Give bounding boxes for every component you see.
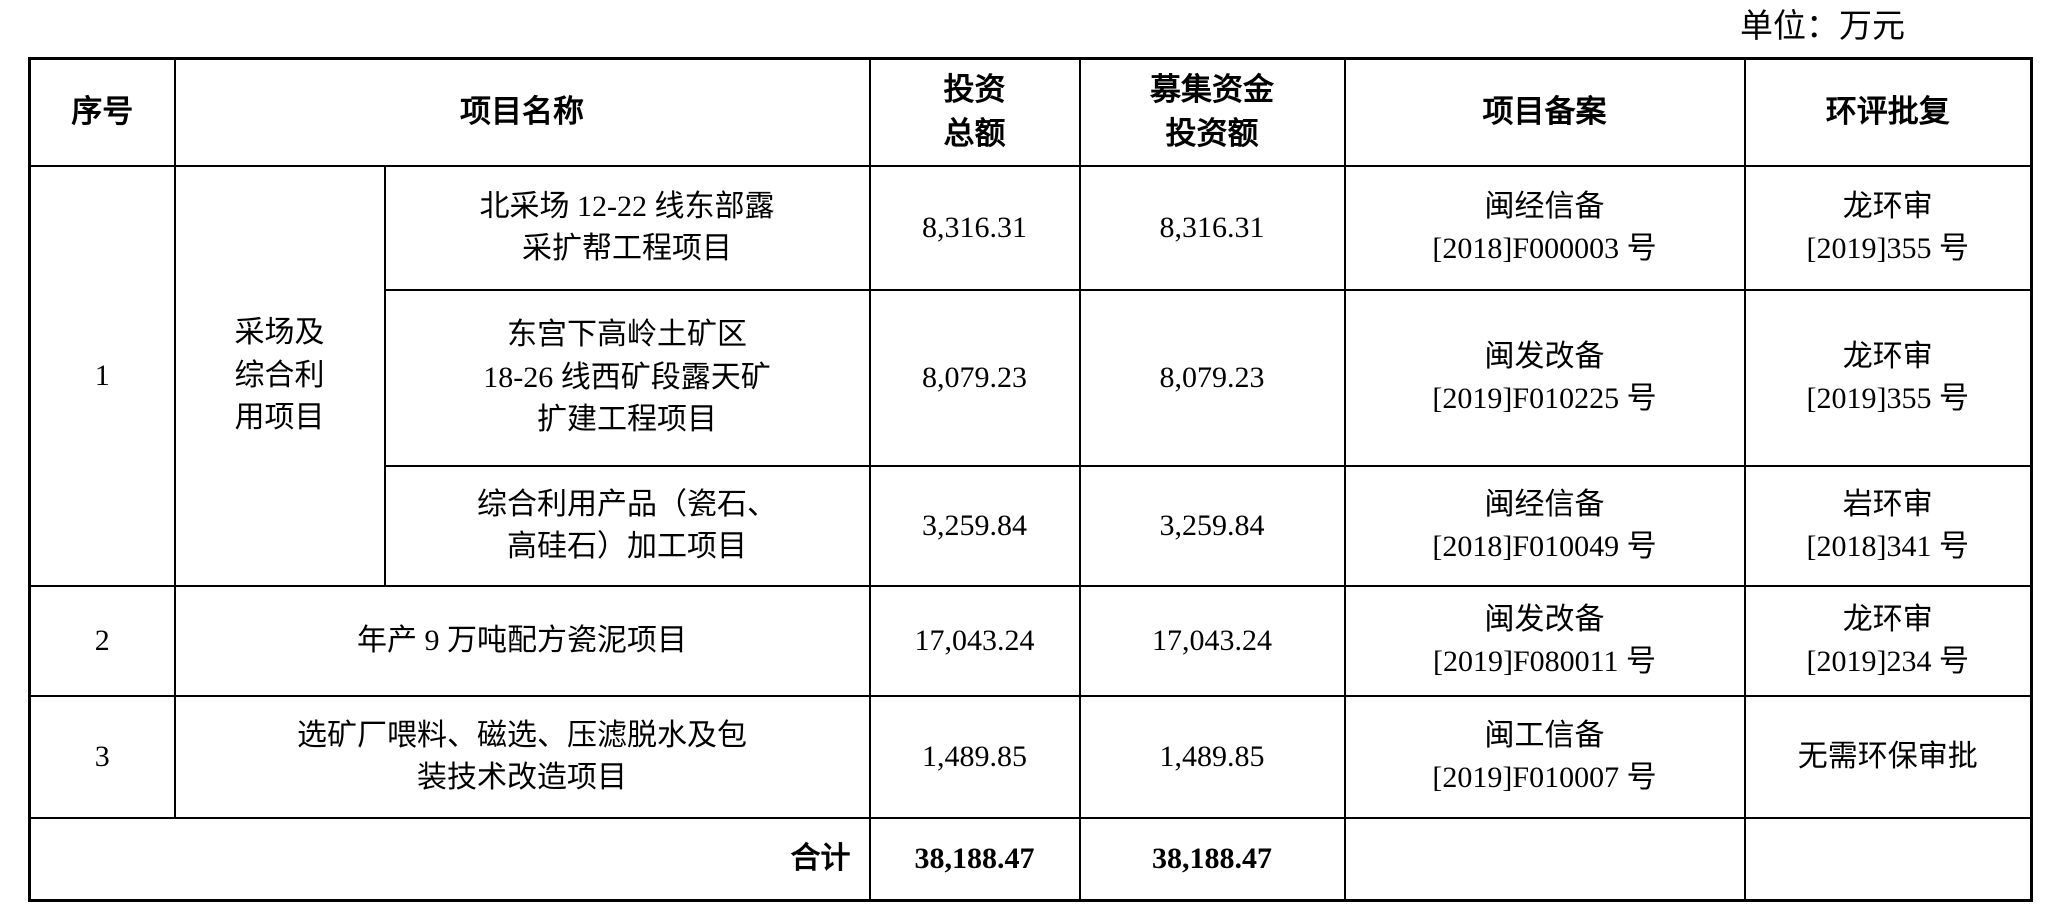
- table-row: 1 采场及 综合利 用项目 北采场 12-22 线东部露 采扩帮工程项目 8,3…: [28, 165, 2033, 588]
- cell-total-investment: 17,043.24: [868, 585, 1081, 698]
- cell-raised-funds: 1,489.85: [1078, 695, 1346, 820]
- unit-label: 单位：万元: [1740, 9, 1905, 45]
- cell-project-name: 选矿厂喂料、磁选、压滤脱水及包 装技术改造项目: [173, 695, 871, 820]
- table-row: 综合利用产品（瓷石、 高硅石）加工项目 3,259.84 3,259.84 闽经…: [30, 465, 2033, 588]
- cell-project-filing: 闽发改备 [2019]F010225 号: [1343, 289, 1746, 468]
- cell-seq-2: 2: [28, 585, 176, 698]
- cell-eia-approval: 龙环审 [2019]355 号: [1743, 165, 2033, 292]
- cell-project-name: 北采场 12-22 线东部露 采扩帮工程项目: [383, 165, 871, 292]
- header-project-name: 项目名称: [173, 57, 871, 168]
- cell-eia-approval: 龙环审 [2019]355 号: [1743, 289, 2033, 468]
- header-row: 序号 项目名称 投资 总额 募集资金 投资额 项目备案 环评批复: [28, 57, 2033, 168]
- cell-project-filing: 闽发改备 [2019]F080011 号: [1343, 585, 1746, 698]
- cell-total-label: 合计: [28, 817, 871, 902]
- header-total-investment: 投资 总额: [868, 57, 1081, 168]
- header-raised-funds: 募集资金 投资额: [1078, 57, 1346, 168]
- cell-seq-1: 1: [28, 165, 176, 588]
- cell-eia-approval: 龙环审 [2019]234 号: [1743, 585, 2033, 698]
- header-project-filing: 项目备案: [1343, 57, 1746, 168]
- cell-total-investment: 3,259.84: [868, 465, 1081, 588]
- cell-raised-funds: 8,316.31: [1078, 165, 1346, 292]
- cell-project-name: 综合利用产品（瓷石、 高硅石）加工项目: [383, 465, 871, 588]
- cell-total-investment: 8,079.23: [868, 289, 1081, 468]
- table-row: 3 选矿厂喂料、磁选、压滤脱水及包 装技术改造项目 1,489.85 1,489…: [28, 695, 2033, 820]
- investment-projects-table: 序号 项目名称 投资 总额 募集资金 投资额 项目备案 环评批复 1 采场及 综…: [28, 56, 2033, 902]
- header-seq: 序号: [28, 57, 176, 168]
- cell-seq-3: 3: [28, 695, 176, 820]
- cell-total-investment: 8,316.31: [868, 165, 1081, 292]
- cell-project-name: 东宫下高岭土矿区 18-26 线西矿段露天矿 扩建工程项目: [383, 289, 871, 468]
- cell-project-filing-empty: [1343, 817, 1746, 902]
- cell-project-filing: 闽经信备 [2018]F010049 号: [1343, 465, 1746, 588]
- cell-raised-funds: 3,259.84: [1078, 465, 1346, 588]
- total-row: 合计 38,188.47 38,188.47: [28, 817, 2033, 902]
- cell-eia-approval: 岩环审 [2018]341 号: [1743, 465, 2033, 588]
- header-eia-approval: 环评批复: [1743, 57, 2033, 168]
- cell-group1-label: 采场及 综合利 用项目: [173, 165, 386, 588]
- table-row: 东宫下高岭土矿区 18-26 线西矿段露天矿 扩建工程项目 8,079.23 8…: [30, 289, 2033, 468]
- cell-project-filing: 闽工信备 [2019]F010007 号: [1343, 695, 1746, 820]
- cell-project-name: 年产 9 万吨配方瓷泥项目: [173, 585, 871, 698]
- cell-total-investment-sum: 38,188.47: [868, 817, 1081, 902]
- cell-project-filing: 闽经信备 [2018]F000003 号: [1343, 165, 1746, 292]
- cell-eia-approval-empty: [1743, 817, 2033, 902]
- document-page: 单位：万元 序号 项目名称 投资 总额 募集资金 投资额 项目备案 环评批复 1…: [28, 0, 2033, 902]
- table-row: 2 年产 9 万吨配方瓷泥项目 17,043.24 17,043.24 闽发改备…: [28, 585, 2033, 698]
- cell-raised-funds: 8,079.23: [1078, 289, 1346, 468]
- cell-total-investment: 1,489.85: [868, 695, 1081, 820]
- cell-eia-approval: 无需环保审批: [1743, 695, 2033, 820]
- cell-raised-funds: 17,043.24: [1078, 585, 1346, 698]
- cell-raised-funds-sum: 38,188.47: [1078, 817, 1346, 902]
